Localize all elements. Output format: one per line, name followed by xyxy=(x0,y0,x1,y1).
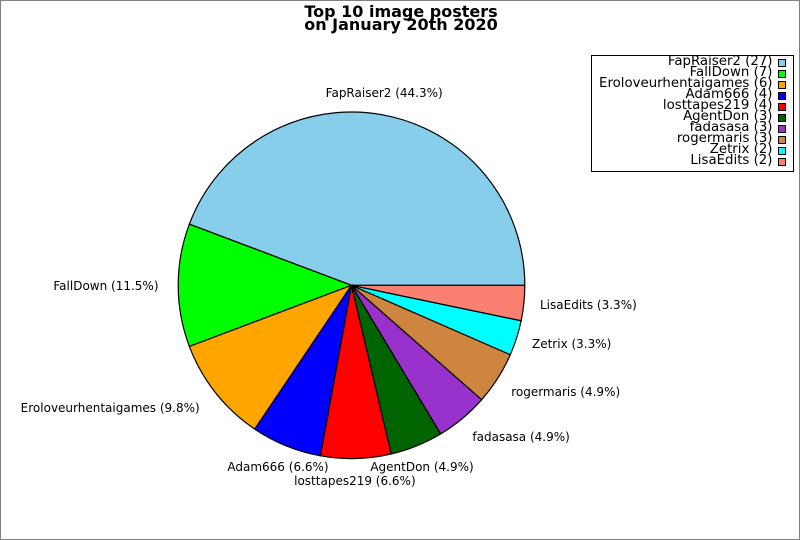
legend-row: AgentDon (3) xyxy=(596,109,786,125)
slice-label-losttapes219: losttapes219 (6.6%) xyxy=(294,473,416,488)
legend-label: FapRaiser2 (27) xyxy=(667,54,773,70)
legend-label: losttapes219 (4) xyxy=(662,98,773,114)
slice-label-lisaedits: LisaEdits (3.3%) xyxy=(540,298,637,313)
legend-swatch xyxy=(777,91,786,100)
legend-label: AgentDon (3) xyxy=(683,109,773,125)
legend-row: losttapes219 (4) xyxy=(596,98,786,114)
legend-swatch xyxy=(777,80,786,89)
legend-label: fadasasa (3) xyxy=(689,120,773,136)
slice-label-adam666: Adam666 (6.6%) xyxy=(227,459,329,474)
pie-slice-lisaedits xyxy=(351,284,526,322)
legend-row: Eroloveurhentaigames (6) xyxy=(596,76,786,92)
pie-slice-fapraiser2 xyxy=(188,111,526,286)
slice-label-zetrix: Zetrix (3.3%) xyxy=(532,336,612,351)
legend-swatch xyxy=(777,146,786,155)
pie-slice-falldown xyxy=(177,223,354,348)
legend-label: Adam666 (4) xyxy=(685,87,773,103)
legend-row: FapRaiser2 (27) xyxy=(596,54,786,70)
slice-label-falldown: FallDown (11.5%) xyxy=(53,278,159,293)
pie-slice-eroloveurhentaigames xyxy=(188,284,354,430)
legend-swatch xyxy=(777,113,786,122)
legend-label: FallDown (7) xyxy=(689,65,773,81)
legend-row: LisaEdits (2) xyxy=(596,153,786,169)
legend-swatch xyxy=(777,135,786,144)
legend-label: Eroloveurhentaigames (6) xyxy=(599,76,773,92)
slice-label-eroloveurhentaigames: Eroloveurhentaigames (9.8%) xyxy=(20,401,200,416)
legend-row: FallDown (7) xyxy=(596,65,786,81)
legend-label: Zetrix (2) xyxy=(709,142,773,158)
slice-label-agentdon: AgentDon (4.9%) xyxy=(370,459,474,474)
chart-title-line-2: on January 20th 2020 xyxy=(304,15,498,35)
legend-row: rogermaris (3) xyxy=(596,131,786,147)
slice-label-rogermaris: rogermaris (4.9%) xyxy=(511,385,621,400)
legend-label: rogermaris (3) xyxy=(676,131,773,147)
slice-label-fapraiser2: FapRaiser2 (44.3%) xyxy=(325,86,443,101)
legend-swatch xyxy=(777,102,786,111)
legend-row: fadasasa (3) xyxy=(596,120,786,136)
chart-title: Top 10 image posters on January 20th 202… xyxy=(1,1,799,35)
chart-title-line-1: Top 10 image posters xyxy=(304,1,498,21)
slice-label-fadasasa: fadasasa (4.9%) xyxy=(472,429,570,444)
legend-row: Adam666 (4) xyxy=(596,87,786,103)
legend-label: LisaEdits (2) xyxy=(690,153,773,169)
legend: FapRaiser2 (27) FallDown (7) Eroloveurhe… xyxy=(590,54,794,172)
legend-swatch xyxy=(777,124,786,133)
legend-row: Zetrix (2) xyxy=(596,142,786,158)
legend-swatch xyxy=(777,157,786,166)
legend-swatch xyxy=(777,58,786,67)
legend-swatch xyxy=(777,69,786,78)
